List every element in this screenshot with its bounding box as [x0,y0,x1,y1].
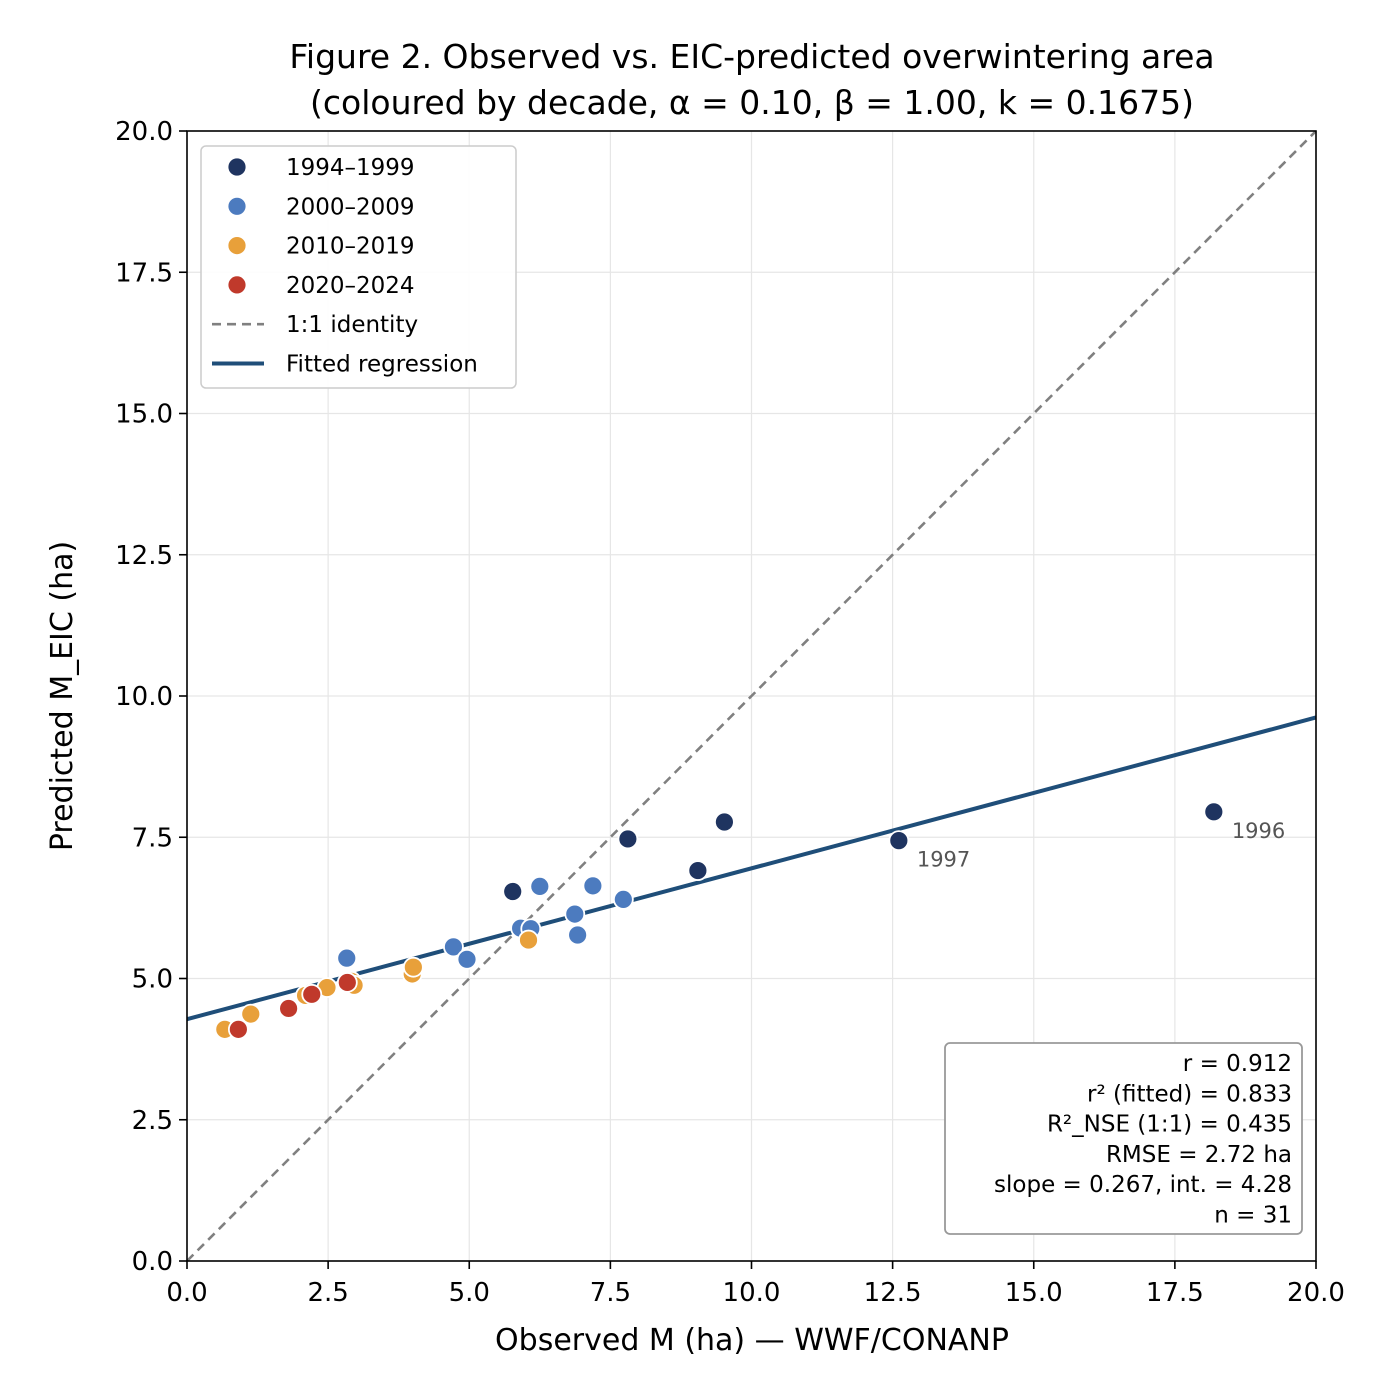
data-point-series-0 [1203,801,1225,823]
data-point-series-1 [564,903,586,925]
stats-line: slope = 0.267, int. = 4.28 [994,1172,1292,1198]
chart-title-line-2: (coloured by decade, α = 0.10, β = 1.00,… [310,83,1194,122]
axis-ticks: 0.0 2.5 5.0 7.5 10.0 12.5 15.0 17.5 20.0 0.0 2.5 5.… [115,117,1345,1308]
stats-box: r = 0.912 r² (fitted) = 0.833 R²_NSE (1:1)… [944,1042,1303,1235]
identity-line-layer [186,130,1317,1262]
data-point-series-2 [240,1003,262,1025]
data-point-series-1 [582,875,604,897]
legend-label: 2000–2009 [286,194,415,220]
stats-box-frame [944,1042,1303,1235]
x-tick-label: 7.5 [590,1278,631,1308]
legend-marker [226,274,248,296]
y-axis-label: Predicted M_EIC (ha) [45,541,80,851]
legend-label: Fitted regression [286,352,478,378]
y-tick-label: 12.5 [115,541,173,571]
y-tick-label: 20.0 [115,117,173,147]
data-point-series-0 [687,860,709,881]
point-annotation: 1997 [917,848,970,872]
legend-label: 2020–2024 [286,273,415,299]
data-point-series-2 [518,929,539,951]
data-point-series-2 [402,956,424,978]
stats-line: n = 31 [1214,1203,1292,1229]
regression-line [186,715,1317,1022]
y-tick-label: 7.5 [132,823,173,853]
x-tick-label: 20.0 [1287,1278,1345,1308]
data-point-series-0 [617,828,639,850]
y-tick-label: 0.0 [132,1247,173,1277]
x-axis-label: Observed M (ha) — WWF/CONANP [495,1323,1009,1358]
data-points [214,801,1225,1040]
stats-line: r² (fitted) = 0.833 [1087,1081,1292,1107]
point-annotation: 1996 [1232,819,1285,843]
x-tick-label: 0.0 [166,1278,207,1308]
y-tick-label: 5.0 [132,965,173,995]
x-tick-label: 10.0 [723,1278,781,1308]
y-tick-label: 15.0 [115,400,173,430]
legend-label: 1:1 identity [286,312,418,338]
y-tick-label: 17.5 [115,258,173,288]
y-tick-label: 2.5 [132,1106,173,1136]
data-point-series-1 [612,889,634,910]
data-point-series-1 [443,936,464,958]
x-tick-label: 15.0 [1005,1278,1063,1308]
point-annotations: 1996 1997 [917,819,1285,872]
stats-line: R²_NSE (1:1) = 0.435 [1047,1112,1292,1138]
data-point-series-1 [567,924,589,946]
data-point-series-1 [456,948,478,970]
data-point-series-3 [278,998,300,1019]
legend-label: 1994–1999 [286,155,415,181]
stats-line: r = 0.912 [1183,1051,1292,1077]
legend-marker [226,235,248,257]
data-point-series-3 [227,1018,249,1040]
data-point-series-0 [502,881,524,902]
stats-line: RMSE = 2.72 ha [1106,1142,1292,1168]
x-tick-label: 5.0 [449,1278,490,1308]
y-tick-label: 10.0 [115,682,173,712]
x-tick-label: 2.5 [307,1278,348,1308]
legend-marker [226,156,248,178]
chart-title-line-1: Figure 2. Observed vs. EIC-predicted ove… [289,37,1214,76]
identity-line [186,130,1317,1262]
x-tick-label: 17.5 [1146,1278,1204,1308]
data-point-series-1 [529,876,551,897]
x-tick-label: 12.5 [864,1278,922,1308]
legend: 1994–1999 2000–2009 2010–2019 2020–2024 1:1 … [200,145,517,389]
data-point-series-0 [888,830,910,852]
data-point-series-3 [301,983,323,1005]
data-point-series-3 [336,972,358,993]
data-point-series-0 [714,811,735,833]
data-point-series-1 [336,947,358,969]
regression-line-layer [186,715,1317,1022]
legend-label: 2010–2019 [286,234,415,260]
legend-box [200,145,517,389]
legend-marker [226,195,248,217]
